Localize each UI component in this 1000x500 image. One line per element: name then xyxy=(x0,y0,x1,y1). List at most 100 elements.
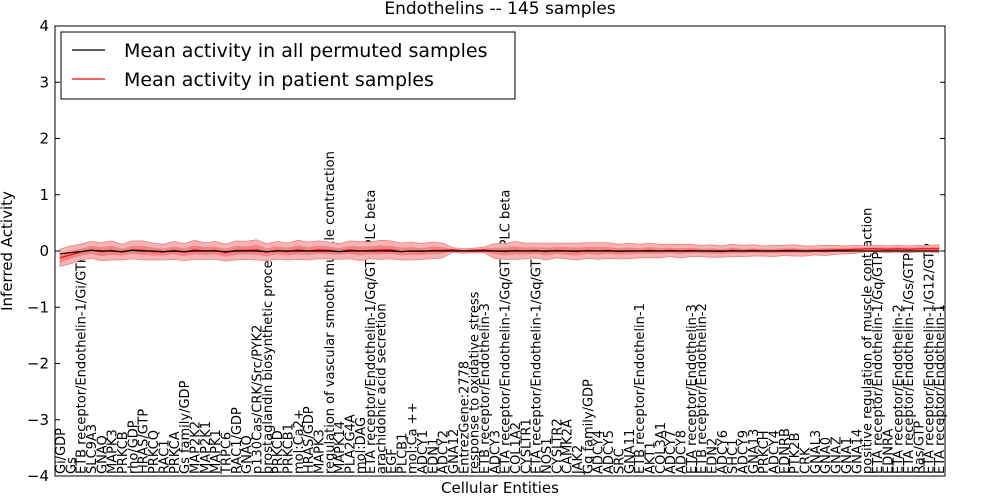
y-tick-label: −4 xyxy=(27,467,49,485)
x-tick-label: p130Cas/CRK/Src/PYK2 xyxy=(251,325,266,474)
x-tick-label: EDN1 xyxy=(426,438,441,474)
x-tick-label: EGF xyxy=(385,448,400,474)
x-tick-label: SLC9A3 xyxy=(85,424,100,474)
x-tick-label: PRKCB xyxy=(116,431,131,474)
x-tick-label: MAP2K1 xyxy=(199,421,214,474)
y-tick-label: 1 xyxy=(39,186,49,204)
x-tick-label: GNAQ xyxy=(240,435,255,474)
legend-label-permuted: Mean activity in all permuted samples xyxy=(124,40,487,62)
x-tick-label: positive regulation of muscle contractio… xyxy=(861,208,876,474)
x-tick-label: GNAL3 xyxy=(809,430,824,474)
x-tick-label: ETA receptor/Endothelin-1/Gq/GTP xyxy=(530,252,545,474)
x-tick-label: RAC1 xyxy=(157,439,172,474)
x-tick-label: GNAQ xyxy=(95,435,110,474)
x-tick-label: response to oxidative stress xyxy=(468,291,483,474)
x-tick-label: GNA11 xyxy=(623,429,638,474)
x-tick-label: Gi/GDP xyxy=(54,428,69,474)
x-tick-label: PLA2G4A xyxy=(344,414,359,474)
x-tick-label: AKT1 xyxy=(643,441,658,474)
x-tick-label: GNAZ xyxy=(830,436,845,474)
x-tick-label: ADCY5 xyxy=(602,430,617,474)
x-tick-label: Gq family/GDP xyxy=(581,379,596,474)
x-tick-label: prostaglandin biosynthetic process xyxy=(261,247,276,474)
x-tick-label: PRKCD xyxy=(271,430,286,474)
x-tick-label: ADCY3 xyxy=(488,430,503,474)
x-tick-label: ADCY4 xyxy=(768,430,783,474)
x-tick-label: PLCB1 xyxy=(395,433,410,474)
x-tick-label: MAPK3 xyxy=(106,429,121,474)
plot-content xyxy=(59,239,945,267)
x-tick-label: CRK xyxy=(799,447,814,474)
y-axis-label: Inferred Activity xyxy=(0,191,16,311)
x-tick-label: EntrezGene:2778 xyxy=(457,361,472,474)
y-tick-label: −2 xyxy=(27,355,49,373)
x-tick-label: CYSLTR2 xyxy=(550,418,565,474)
legend-frame xyxy=(60,31,516,100)
x-tick-label: SRC xyxy=(612,448,627,474)
x-tick-label: ETB receptor/Endothelin-3 xyxy=(478,303,493,474)
x-tick-label: ETA receptor/Endothelin-1/Gs/GTP xyxy=(902,253,917,474)
x-tick-label: Gs xyxy=(64,457,79,474)
y-tick-label: 3 xyxy=(39,73,49,91)
y-axis-ticks: 4 3 2 1 0 −1 −2 −3 −4 xyxy=(27,17,945,485)
x-axis-label: Cellular Entities xyxy=(441,479,559,497)
y-tick-label: −1 xyxy=(27,298,49,316)
x-tick-label: HRAS/GDP xyxy=(302,406,317,474)
x-tick-label: ADCY4 xyxy=(592,430,607,474)
x-tick-label: ADCY9 xyxy=(737,430,752,474)
x-tick-label: ETA receptor/Endothelin-2 xyxy=(892,304,907,474)
x-tick-label: HRAS/GTP xyxy=(137,409,152,474)
legend-label-patient: Mean activity in patient samples xyxy=(124,69,434,91)
x-tick-label: ADCY8 xyxy=(675,430,690,474)
x-tick-label: ADCY7 xyxy=(664,430,679,474)
chart-title: Endothelins -- 145 samples xyxy=(384,0,615,19)
x-tick-label: mol:DAG xyxy=(354,417,369,474)
x-tick-label: GNA0 xyxy=(819,437,834,474)
x-tick-label: ETA receptor/Endothelin-3 xyxy=(685,304,700,474)
x-tick-label: rho/GDP xyxy=(126,420,141,474)
x-tick-label: PRKCA xyxy=(168,431,183,474)
x-tick-label: Gs family/GDP xyxy=(178,380,193,474)
x-tick-label: ETB receptor/Endothelin-1 xyxy=(633,303,648,474)
x-tick-label: ETB receptor/Endothelin-1/Gi/GTP xyxy=(75,255,90,474)
x-tick-label: ETB receptor/Endothelin-2 xyxy=(695,303,710,474)
x-tick-label: mol:Ca ++ xyxy=(406,402,421,474)
x-tick-label: ADCY6 xyxy=(716,430,731,474)
x-tick-label: mol:Ca2+ xyxy=(292,409,307,474)
patient-inner-band xyxy=(60,244,939,263)
x-tick-label: EDNRB xyxy=(778,428,793,474)
x-tick-label: MAP2K2 xyxy=(188,421,203,474)
x-tick-label: EDNRA xyxy=(881,429,896,474)
x-tick-label: GNA13 xyxy=(747,429,762,474)
x-tick-label: ETA receptor/Endothelin-1/Gq/GTP xyxy=(871,252,886,474)
x-tick-label: COL3A1 xyxy=(654,422,669,474)
x-tick-label: RAC1/GDP xyxy=(230,407,245,474)
x-tick-label: NOS1 xyxy=(540,438,555,474)
x-tick-label: Ras/GTP xyxy=(912,421,927,474)
x-tick-label: MAPK1 xyxy=(209,429,224,474)
x-tick-label: PRKCB1 xyxy=(282,423,297,474)
x-tick-label: SHC1 xyxy=(726,439,741,474)
legend: Mean activity in all permuted samples Me… xyxy=(60,31,516,100)
x-tick-label: arachidonic acid secretion xyxy=(375,303,390,474)
x-tick-label: ETA receptor/Endothelin-1/G12/GTP xyxy=(923,243,938,474)
x-tick-label: ADCY2 xyxy=(437,430,452,474)
permuted-mean-line xyxy=(59,249,939,255)
x-tick-label: TRPC6 xyxy=(220,432,235,475)
x-tick-label: JAK2 xyxy=(571,445,586,475)
x-tick-label: EDN2 xyxy=(706,438,721,474)
x-tick-label: ETA receptor/Endothelin-1/Gq/GTP/PLC bet… xyxy=(364,190,379,474)
x-tick-label: PRKCH xyxy=(757,430,772,474)
x-tick-label: regulation of vascular smooth muscle con… xyxy=(323,151,338,474)
x-tick-label: PRKCQ xyxy=(147,430,162,474)
y-tick-label: 0 xyxy=(39,242,49,260)
x-tick-label: MAPK3 xyxy=(313,429,328,474)
x-tick-label: ADCY1 xyxy=(416,430,431,474)
y-tick-label: −3 xyxy=(27,411,49,429)
x-tick-label: MAPK14 xyxy=(333,421,348,474)
y-tick-label: 4 xyxy=(39,17,49,35)
x-tick-label: CAMK2A xyxy=(561,419,576,474)
x-tick-label: ETA receptor/Endothelin-1 xyxy=(933,304,948,474)
